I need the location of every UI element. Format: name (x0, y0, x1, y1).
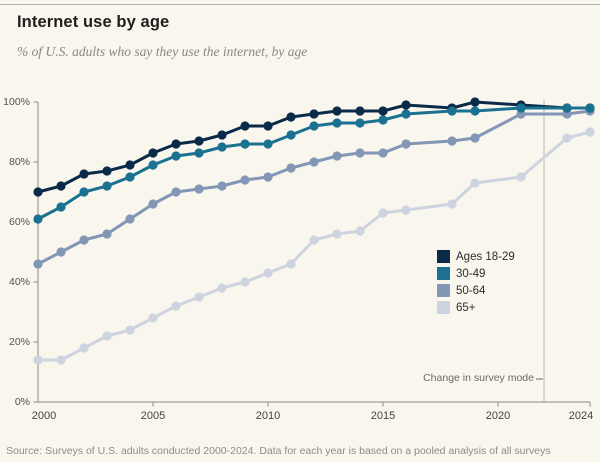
annotation-change-in-survey-mode: Change in survey mode (423, 372, 534, 384)
legend-swatch-50-64 (437, 284, 450, 297)
x-tick-label: 2010 (255, 410, 281, 422)
legend-item-50-64: 50-64 (437, 282, 515, 299)
x-tick-label: 2000 (31, 410, 57, 422)
legend-label: 65+ (456, 301, 476, 314)
y-tick-label: 100% (3, 96, 30, 108)
y-tick-label: 40% (8, 276, 30, 288)
legend-label: Ages 18-29 (456, 250, 515, 263)
y-tick-label: 0% (14, 396, 30, 408)
y-tick-label: 20% (8, 336, 30, 348)
legend-swatch-65-plus (437, 301, 450, 314)
legend-item-30-49: 30-49 (437, 265, 515, 282)
top-divider (0, 4, 600, 5)
x-tick-label: 2024 (568, 410, 594, 422)
legend-swatch-ages-18-29 (437, 250, 450, 263)
legend: Ages 18-29 30-49 50-64 65+ (437, 248, 515, 316)
legend-item-ages-18-29: Ages 18-29 (437, 248, 515, 265)
chart-subtitle: % of U.S. adults who say they use the in… (17, 44, 308, 59)
legend-swatch-30-49 (437, 267, 450, 280)
x-tick-label: 2005 (140, 410, 166, 422)
x-tick-label: 2015 (370, 410, 396, 422)
legend-item-65-plus: 65+ (437, 299, 515, 316)
legend-label: 50-64 (456, 284, 486, 297)
x-tick-label: 2020 (485, 410, 511, 422)
y-tick-label: 60% (8, 216, 30, 228)
source-note: Source: Surveys of U.S. adults conducted… (6, 445, 551, 457)
page-title: Internet use by age (17, 13, 170, 31)
legend-label: 30-49 (456, 267, 486, 280)
y-tick-label: 80% (8, 156, 30, 168)
